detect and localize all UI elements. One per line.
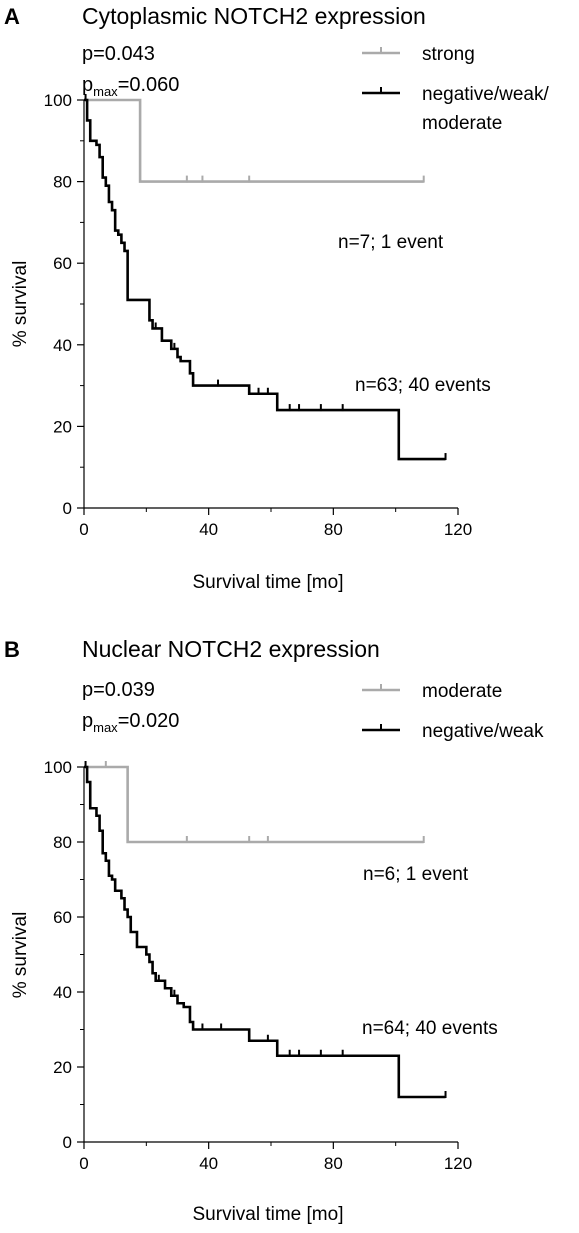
series-1: n=7; 1 event strong	[84, 44, 475, 253]
series-1: n=6; 1 event moderate	[84, 681, 502, 885]
stat-text: pmax=0.020	[82, 710, 179, 735]
chart-title: Nuclear NOTCH2 expression	[82, 636, 380, 662]
y-tick-label: 80	[53, 173, 72, 192]
y-tick-label: 100	[44, 91, 72, 110]
panel-letter: A	[4, 4, 20, 29]
survival-curve	[84, 765, 424, 844]
stat-text: p=0.039	[82, 679, 155, 701]
series-2: n=64; 40 events negative/weak	[84, 721, 544, 1099]
y-tick-label: 40	[53, 983, 72, 1002]
legend-label: moderate	[422, 681, 502, 702]
y-tick-label: 80	[53, 833, 72, 852]
y-axis-label: % survival	[10, 261, 31, 348]
x-tick-label: 40	[199, 1154, 218, 1173]
stat-text: pmax=0.060	[82, 74, 179, 99]
legend-label: moderate	[422, 113, 502, 134]
x-tick-label: 120	[444, 1154, 472, 1173]
series-annotation: n=6; 1 event	[363, 864, 469, 885]
survival-curve	[84, 98, 446, 461]
y-tick-label: 0	[63, 499, 72, 518]
legend-label: negative/weak/	[422, 84, 549, 105]
series-annotation: n=7; 1 event	[338, 232, 444, 253]
y-tick-label: 40	[53, 336, 72, 355]
y-tick-label: 20	[53, 1058, 72, 1077]
x-tick-label: 0	[79, 1154, 88, 1173]
panel-a: A Cytoplasmic NOTCH2 expression p=0.043 pma…	[4, 3, 549, 593]
y-tick-label: 60	[53, 254, 72, 273]
panel-b: B Nuclear NOTCH2 expression p=0.039 pmax=0.…	[4, 636, 544, 1225]
x-axis-label: Survival time [mo]	[193, 1204, 344, 1225]
x-tick-label: 80	[324, 1154, 343, 1173]
x-tick-label: 0	[79, 520, 88, 539]
panel-letter: B	[4, 637, 20, 662]
stat-text: p=0.043	[82, 43, 155, 65]
x-tick-label: 120	[444, 520, 472, 539]
x-tick-label: 40	[199, 520, 218, 539]
x-tick-label: 80	[324, 520, 343, 539]
legend-label: negative/weak	[422, 721, 544, 742]
y-tick-label: 60	[53, 908, 72, 927]
y-tick-label: 0	[63, 1133, 72, 1152]
survival-curve	[84, 98, 424, 183]
survival-curve	[84, 765, 446, 1099]
y-tick-label: 100	[44, 758, 72, 777]
legend-label: strong	[422, 44, 475, 65]
y-tick-label: 20	[53, 417, 72, 436]
x-axis-label: Survival time [mo]	[193, 572, 344, 593]
series-annotation: n=63; 40 events	[355, 375, 491, 396]
chart-title: Cytoplasmic NOTCH2 expression	[82, 3, 426, 29]
series-annotation: n=64; 40 events	[362, 1018, 498, 1039]
series-2: n=63; 40 events negative/weak/moderate	[84, 84, 549, 461]
y-axis-label: % survival	[10, 912, 31, 999]
